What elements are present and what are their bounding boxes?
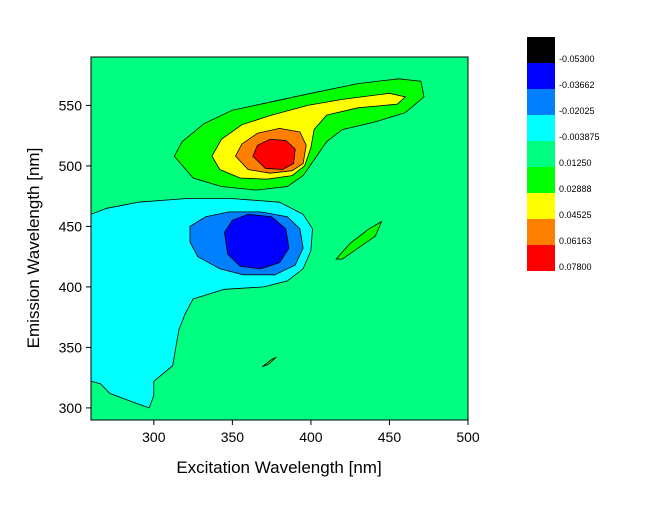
- legend-swatch: [527, 63, 555, 89]
- x-axis-title: Excitation Wavelength [nm]: [176, 458, 381, 477]
- legend-swatch: [527, 245, 555, 271]
- plot-frame: [90, 56, 469, 421]
- legend-swatch: [527, 141, 555, 167]
- legend-label: 0.06163: [559, 236, 592, 246]
- x-tick-label: 350: [221, 429, 245, 445]
- y-tick-label: 450: [59, 218, 83, 234]
- contour-region-diagonal-band-upper: [335, 220, 383, 260]
- legend-label: 0.02888: [559, 184, 592, 194]
- x-tick-label: 400: [299, 429, 323, 445]
- y-tick-label: 550: [59, 97, 83, 113]
- x-axis: 300 350 400 450 500: [142, 420, 480, 445]
- y-tick-label: 400: [59, 279, 83, 295]
- x-tick-label: 450: [378, 429, 402, 445]
- legend-label: 0.01250: [559, 158, 592, 168]
- y-tick-label: 300: [59, 400, 83, 416]
- legend-swatch: [527, 219, 555, 245]
- contour-region-negative-core: [224, 213, 290, 270]
- legend-swatch: [527, 193, 555, 219]
- contour-region-diagonal-band-lower: [261, 356, 277, 368]
- legend-swatch: [527, 115, 555, 141]
- legend-label: 0.04525: [559, 210, 592, 220]
- color-scale-legend: -0.05300 -0.03662 -0.02025 -0.003875 0.01250…: [527, 37, 600, 272]
- legend-label: -0.03662: [559, 80, 595, 90]
- legend-label: 0.07800: [559, 262, 592, 272]
- contour-regions: [91, 78, 425, 409]
- y-axis: 300 350 400 450 500 550: [59, 97, 91, 416]
- contour-region-positive-peak: [252, 138, 296, 170]
- legend-label: -0.05300: [559, 54, 595, 64]
- y-tick-label: 500: [59, 158, 83, 174]
- legend-swatch: [527, 167, 555, 193]
- legend-label: -0.003875: [559, 132, 600, 142]
- legend-swatch: [527, 89, 555, 115]
- y-axis-title: Emission Wavelength [nm]: [24, 148, 43, 349]
- legend-label: -0.02025: [559, 106, 595, 116]
- x-tick-label: 500: [456, 429, 480, 445]
- x-tick-label: 300: [142, 429, 166, 445]
- legend-swatch: [527, 37, 555, 63]
- y-tick-label: 350: [59, 339, 83, 355]
